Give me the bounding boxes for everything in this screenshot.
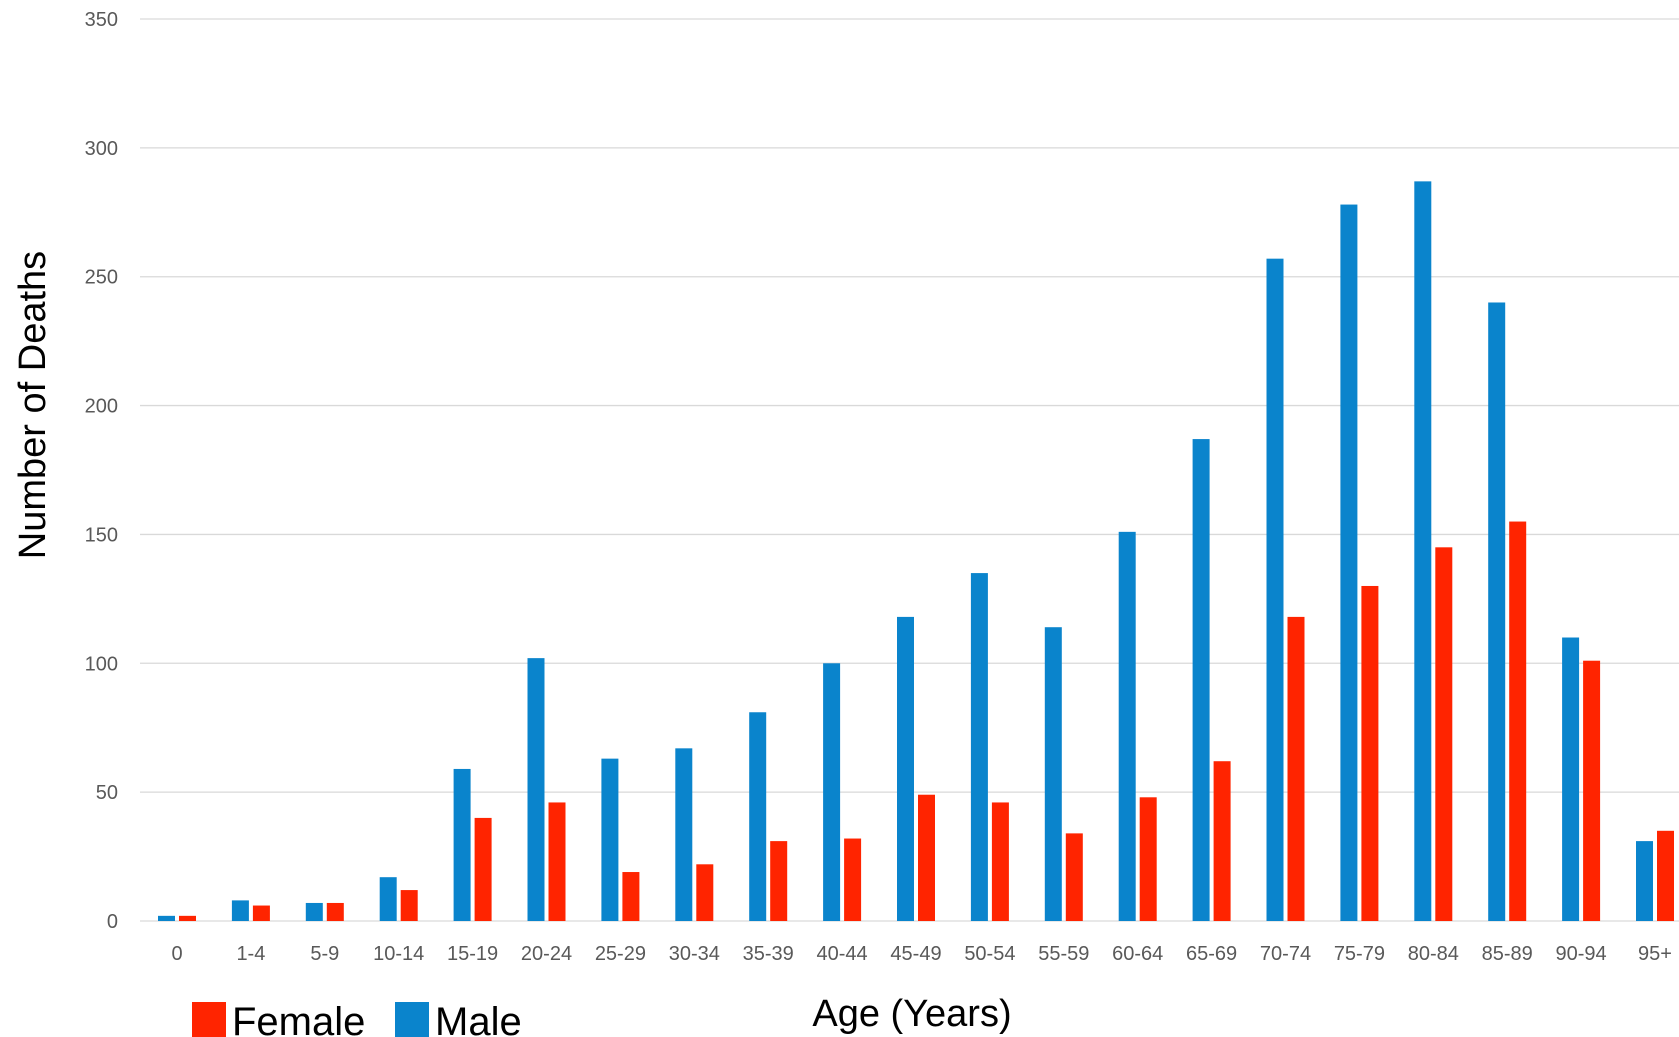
x-tick-label: 85-89 (1482, 943, 1533, 965)
legend-label-female: Female (232, 1000, 365, 1037)
x-tick-label: 65-69 (1186, 943, 1237, 965)
x-tick-label: 30-34 (669, 943, 720, 965)
y-tick-label: 150 (85, 524, 118, 546)
bar-male-30-34 (675, 748, 693, 921)
x-tick-label: 60-64 (1112, 943, 1163, 965)
x-tick-label: 40-44 (817, 943, 868, 965)
y-tick-label: 300 (85, 138, 118, 160)
x-tick-label: 50-54 (964, 943, 1015, 965)
y-axis-title: Number of Deaths (12, 251, 54, 559)
x-axis-ticks: 0 1-4 5-9 10-14 15-19 20-24 25-29 30-34 35-39 40-… (171, 943, 1672, 965)
bar-female-60-64 (1139, 797, 1157, 921)
bar-female-1-4 (252, 905, 270, 921)
legend-label-male: Male (435, 1000, 522, 1037)
x-tick-label: 45-49 (890, 943, 941, 965)
bar-male-95+ (1636, 841, 1653, 921)
x-axis-title: Age (Years) (812, 993, 1011, 1035)
bar-male-80-84 (1414, 181, 1432, 922)
x-tick-label: 90-94 (1556, 943, 1607, 965)
bar-female-65-69 (1213, 761, 1231, 921)
bar-male-0 (158, 915, 175, 921)
bar-female-55-59 (1065, 833, 1083, 921)
y-tick-label: 350 (85, 9, 118, 31)
x-tick-label: 70-74 (1260, 943, 1311, 965)
bar-male-35-39 (749, 712, 767, 921)
x-tick-label: 25-29 (595, 943, 646, 965)
bar-male-1-4 (231, 900, 249, 921)
y-tick-label: 100 (85, 653, 118, 675)
y-tick-label: 200 (85, 396, 118, 418)
x-tick-label: 35-39 (743, 943, 794, 965)
bar-female-45-49 (918, 794, 935, 921)
bar-male-65-69 (1192, 439, 1210, 921)
x-tick-label: 75-79 (1334, 943, 1385, 965)
y-tick-label: 0 (107, 911, 118, 933)
bar-female-40-44 (844, 838, 862, 921)
bar-female-20-24 (548, 802, 566, 921)
bar-female-5-9 (326, 902, 344, 921)
bar-male-25-29 (601, 758, 619, 921)
bar-female-50-54 (991, 802, 1009, 921)
y-tick-label: 50 (96, 782, 118, 804)
bar-female-90-94 (1583, 660, 1601, 921)
x-tick-label: 80-84 (1408, 943, 1459, 965)
bar-male-20-24 (527, 658, 545, 921)
bar-male-90-94 (1562, 637, 1580, 921)
y-axis-ticks: 0 50 100 150 200 250 300 350 (85, 9, 118, 933)
x-tick-label: 10-14 (373, 943, 424, 965)
legend: Female Male (192, 1000, 522, 1037)
bar-male-50-54 (970, 573, 988, 921)
bar-male-10-14 (379, 877, 397, 921)
bar-female-30-34 (696, 864, 714, 921)
bars (158, 181, 1674, 922)
x-tick-label: 1-4 (236, 943, 265, 965)
x-tick-label: 15-19 (447, 943, 498, 965)
bar-male-75-79 (1340, 204, 1358, 921)
bar-male-5-9 (305, 902, 323, 921)
x-tick-label: 20-24 (521, 943, 572, 965)
bar-female-10-14 (400, 890, 418, 921)
legend-swatch-female (192, 1002, 226, 1037)
bar-female-0 (179, 915, 196, 921)
y-tick-label: 250 (85, 267, 118, 289)
bar-male-40-44 (823, 663, 841, 921)
x-tick-label: 55-59 (1038, 943, 1089, 965)
bar-male-45-49 (897, 616, 914, 921)
bar-female-85-89 (1509, 521, 1527, 921)
legend-swatch-male (395, 1002, 429, 1037)
bar-male-85-89 (1488, 302, 1506, 921)
bar-female-70-74 (1287, 616, 1305, 921)
bar-male-15-19 (453, 768, 471, 921)
bar-male-60-64 (1118, 531, 1136, 921)
x-tick-label: 95+ (1638, 943, 1672, 965)
bar-male-70-74 (1266, 258, 1284, 921)
bar-male-55-59 (1044, 627, 1062, 921)
bar-female-15-19 (474, 817, 492, 921)
x-tick-label: 5-9 (310, 943, 339, 965)
x-tick-label: 0 (171, 943, 182, 965)
bar-female-25-29 (622, 872, 640, 921)
bar-female-95+ (1657, 830, 1674, 921)
bar-female-75-79 (1361, 585, 1379, 921)
bar-female-80-84 (1435, 547, 1453, 921)
bar-female-35-39 (770, 841, 788, 921)
